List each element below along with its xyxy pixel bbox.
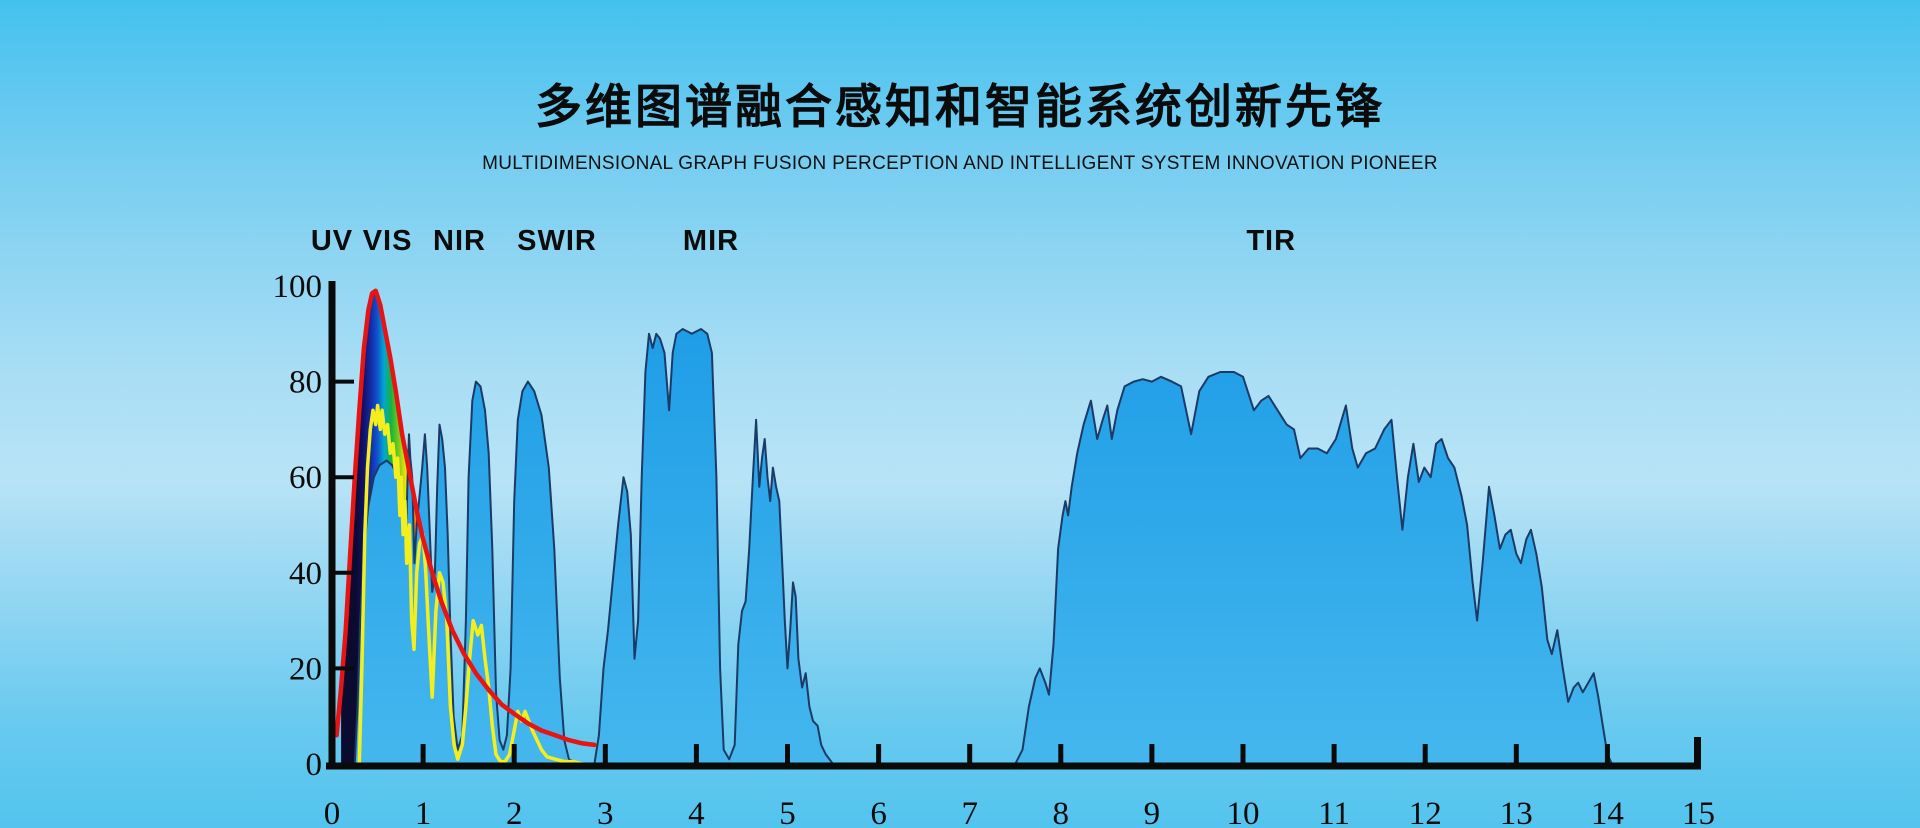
x-tick-label: 6 bbox=[870, 796, 887, 828]
y-tick-label: 40 bbox=[289, 556, 322, 592]
page-subtitle: MULTIDIMENSIONAL GRAPH FUSION PERCEPTION… bbox=[482, 153, 1438, 174]
x-tick-label: 13 bbox=[1500, 796, 1533, 828]
x-tick-label: 12 bbox=[1409, 796, 1442, 828]
x-tick-label: 14 bbox=[1591, 796, 1624, 828]
page-title: 多维图谱融合感知和智能系统创新先锋 bbox=[535, 80, 1385, 135]
y-tick-label: 100 bbox=[273, 269, 323, 305]
y-tick-label: 80 bbox=[289, 365, 322, 401]
blackbody-curve bbox=[334, 288, 597, 748]
y-tick-label: 60 bbox=[289, 460, 322, 496]
band-label-swir: SWIR bbox=[517, 225, 597, 257]
x-tick-label: 3 bbox=[597, 796, 614, 828]
x-tick-label: 8 bbox=[1053, 796, 1070, 828]
x-tick-label: 5 bbox=[779, 796, 796, 828]
transmission-area bbox=[353, 328, 1613, 765]
x-tick-label: 11 bbox=[1318, 796, 1350, 828]
y-tick-label: 0 bbox=[306, 747, 323, 783]
x-tick-label: 4 bbox=[688, 796, 705, 828]
band-label-uv: UV bbox=[311, 225, 353, 257]
x-tick-label: 7 bbox=[961, 796, 978, 828]
band-label-tir: TIR bbox=[1246, 225, 1296, 257]
x-tick-label: 2 bbox=[506, 796, 523, 828]
band-label-nir: NIR bbox=[433, 225, 486, 257]
band-label-mir: MIR bbox=[683, 225, 739, 257]
band-label-vis: VIS bbox=[363, 225, 413, 257]
y-tick-label: 20 bbox=[289, 651, 322, 687]
x-tick-label: 0 bbox=[324, 796, 341, 828]
x-tick-label: 15 bbox=[1682, 796, 1715, 828]
x-tick-label: 1 bbox=[415, 796, 432, 828]
x-tick-label: 9 bbox=[1144, 796, 1161, 828]
x-tick-label: 10 bbox=[1227, 796, 1260, 828]
